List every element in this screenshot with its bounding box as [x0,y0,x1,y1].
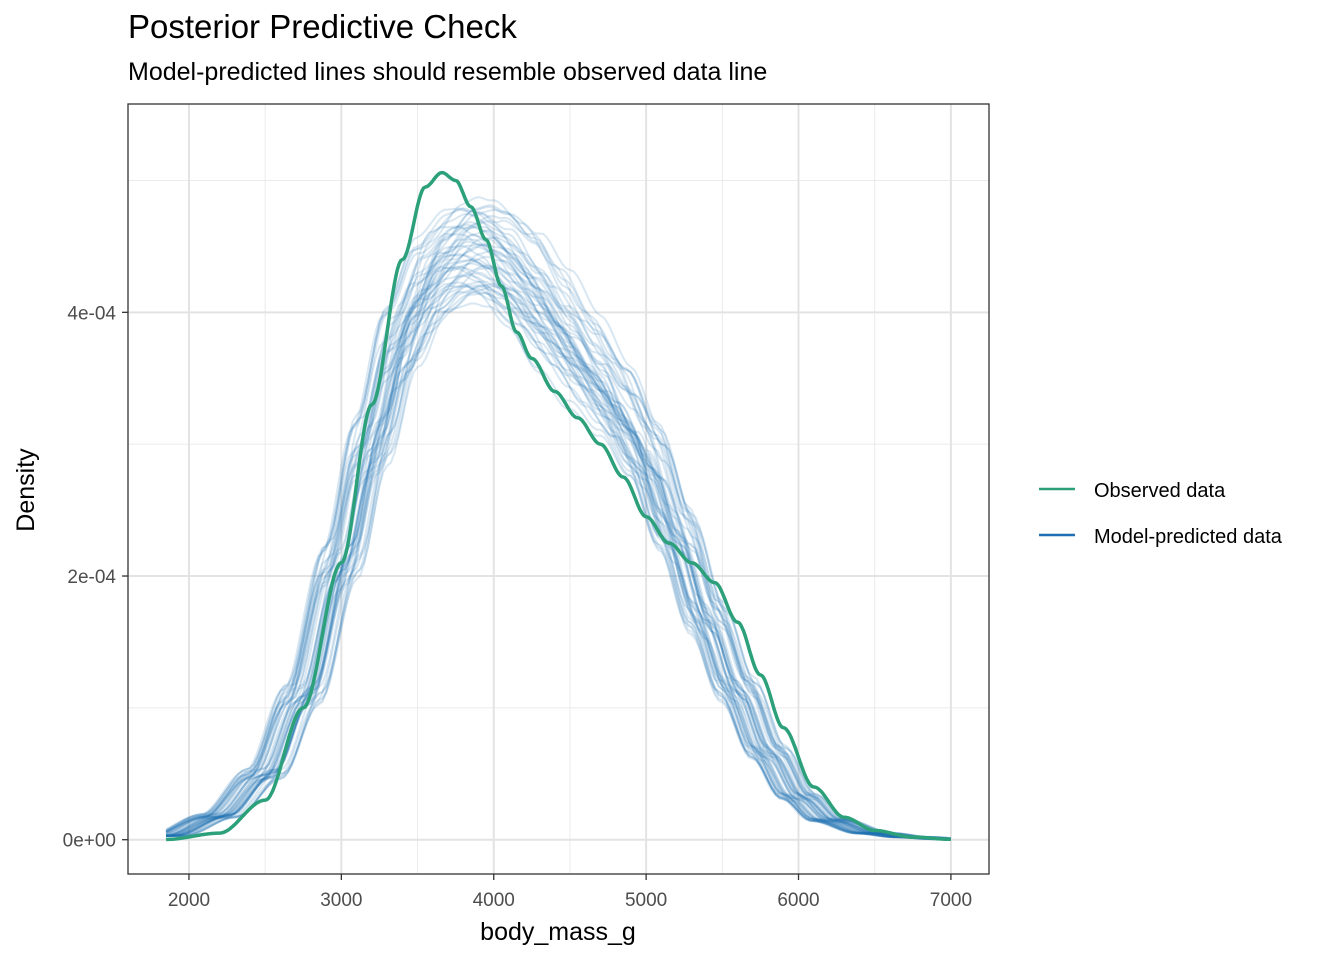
y-axis: 0e+00 2e-04 4e-04 [63,303,128,852]
predicted-draw-line [166,229,951,840]
predicted-draw-line [165,207,951,840]
chart-title: Posterior Predictive Check [128,8,517,45]
observed-data-line [165,170,951,842]
x-tick-label: 3000 [320,890,362,911]
y-tick-label: 2e-04 [67,567,116,588]
predicted-draw-line [166,214,951,840]
predicted-draw-line [165,284,951,841]
predicted-draw-line [166,204,951,840]
x-tick-label: 7000 [930,890,972,911]
x-tick-label: 4000 [473,890,515,911]
grid-lines [128,104,989,874]
x-tick-label: 2000 [168,890,210,911]
predicted-draw-line [165,221,951,841]
predicted-draw-line [165,302,951,841]
x-tick-label: 5000 [625,890,667,911]
predicted-draw-line [165,223,951,840]
chart-subtitle: Model-predicted lines should resemble ob… [128,58,768,86]
predicted-draw-line [165,245,951,841]
observed-line-group [165,170,951,842]
predicted-draw-line [166,249,951,840]
predicted-draw-line [165,284,951,841]
legend-label-predicted: Model-predicted data [1094,526,1283,548]
predicted-draw-line [166,285,951,841]
predicted-draw-line [166,219,951,840]
predicted-draw-line [166,234,951,840]
predicted-draw-line [166,221,951,841]
predicted-draw-line [165,262,951,841]
predicted-draw-line [166,292,951,840]
x-axis: 2000 3000 4000 5000 6000 7000 [168,874,972,911]
predicted-draw-line [165,253,951,841]
y-tick-label: 4e-04 [67,303,116,324]
predicted-draw-line [166,240,951,840]
predicted-draw-line [165,232,951,840]
predicted-draw-line [165,212,951,840]
panel-border [127,103,990,875]
predicted-draw-line [165,253,951,841]
x-tick-label: 6000 [777,890,819,911]
predicted-draw-line [166,284,951,840]
predicted-draw-line [165,266,951,841]
panel-background [128,104,989,874]
predicted-draw-line [165,265,951,841]
y-tick-label: 0e+00 [63,831,116,852]
predicted-draw-line [165,274,951,841]
predicted-draw-line [165,290,951,841]
predicted-draw-line [166,236,951,840]
predicted-draw-line [165,238,951,841]
predicted-draw-line [165,207,951,840]
legend-label-observed: Observed data [1094,480,1226,502]
predicted-draw-line [165,196,951,840]
predicted-draw-line [166,208,951,840]
predicted-draw-line [165,259,951,841]
plot-panel [128,104,989,874]
predicted-draw-line [165,225,951,840]
predicted-draws [165,196,951,841]
predicted-draw-line [166,266,951,840]
predicted-draw-line [166,245,951,840]
legend: Observed data Model-predicted data [1039,480,1283,548]
predicted-draw-line [166,284,951,840]
predicted-draw-line [166,282,951,840]
predicted-draw-line [165,258,951,841]
y-axis-title: Density [12,448,40,532]
predicted-draw-line [166,280,951,840]
predicted-draw-line [166,226,951,841]
panel-frame [127,103,990,875]
predicted-draw-line [165,208,951,840]
predicted-draw-line [166,265,951,841]
predicted-draw-line [166,255,951,840]
x-axis-title: body_mass_g [480,918,636,946]
predicted-draw-line [165,266,951,841]
